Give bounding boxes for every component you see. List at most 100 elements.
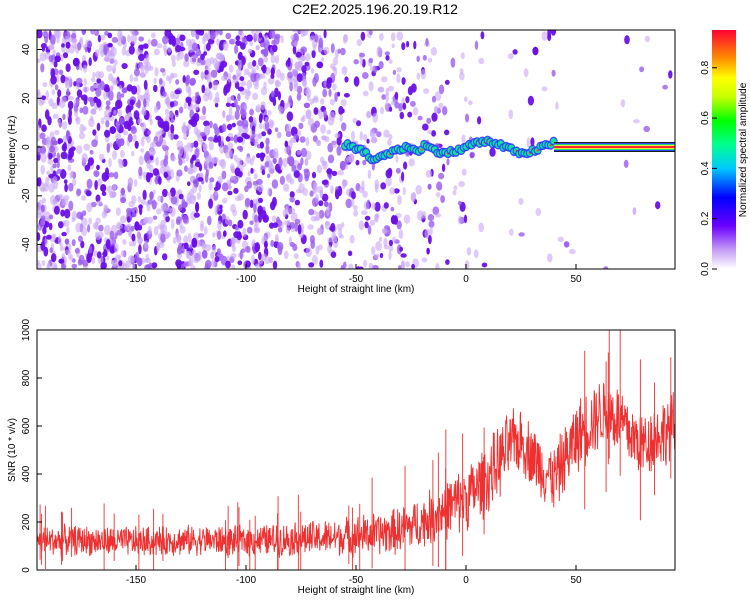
spectrogram-noise-blob	[75, 222, 82, 233]
spectrogram-noise-blob	[104, 87, 111, 93]
spectrogram-noise-blob	[216, 52, 223, 60]
spectrogram-noise-blob	[37, 124, 41, 132]
spectrogram-noise-blob	[270, 239, 275, 248]
spectrogram-noise-blob	[441, 163, 446, 172]
spectrogram-noise-blob	[302, 114, 306, 122]
spectrogram-noise-blob	[105, 119, 110, 128]
spectrogram-noise-blob	[225, 148, 232, 159]
spectrogram-noise-blob	[52, 163, 57, 169]
spectrogram-noise-blob	[398, 229, 404, 240]
spectrogram-noise-blob	[330, 251, 337, 258]
spectrogram-noise-blob	[169, 72, 175, 80]
spectrogram-noise-blob	[272, 260, 278, 269]
spectrogram-noise-blob	[100, 262, 107, 269]
spectrogram-noise-blob	[46, 234, 52, 240]
spectrogram-noise-blob	[283, 220, 291, 226]
spectrogram-noise-blob	[193, 257, 200, 264]
spectrogram-noise-blob	[122, 239, 127, 245]
spectrogram-noise-blob	[435, 213, 442, 218]
spectrogram-noise-blob	[383, 129, 390, 138]
spectrogram-noise-blob	[238, 60, 242, 71]
spectrogram-noise-blob	[103, 55, 109, 62]
spectrogram-noise-blob	[212, 80, 219, 86]
spectrogram-noise-blob	[290, 34, 295, 41]
spectrogram-noise-blob	[71, 178, 77, 187]
spectrogram-noise-blob	[240, 42, 246, 50]
spectrogram-noise-blob	[242, 227, 247, 238]
colorbar-tick-label: 0.2	[700, 211, 711, 225]
spectrogram-noise-blob	[87, 157, 94, 166]
snr-panel: -150 -100 -50 0 50 0 200 400 600 800 1000 Height …	[7, 318, 676, 596]
spectrogram-noise-blob	[342, 34, 348, 44]
spectrogram-noise-blob	[272, 157, 277, 164]
spectrogram-noise-blob	[258, 251, 262, 261]
spectrogram-noise-blob	[204, 173, 209, 183]
spectrogram-noise-blob	[104, 109, 111, 118]
spectrogram-noise-blob	[182, 214, 189, 224]
spectrogram-noise-blob	[150, 38, 158, 47]
spectrogram-noise-blob	[227, 182, 232, 191]
spectrogram-noise-blob	[271, 196, 277, 207]
spectrogram-noise-blob	[327, 154, 335, 164]
spectrogram-noise-blob	[254, 242, 261, 253]
spectrogram-noise-blob	[348, 263, 354, 269]
spectrogram-noise-blob	[444, 129, 450, 136]
spectrogram-noise-blob	[343, 261, 347, 269]
spectrogram-noise-blob	[214, 134, 218, 142]
spectrogram-noise-blob	[624, 35, 630, 45]
spectrogram-noise-blob	[301, 65, 307, 73]
spectrogram-noise-blob	[40, 215, 46, 222]
spectrogram-noise-blob	[234, 98, 238, 108]
spectrogram-noise-blob	[655, 201, 661, 210]
spectrogram-noise-blob	[340, 47, 346, 56]
spectrogram-noise-blob	[326, 129, 332, 135]
spectrogram-noise-blob	[406, 40, 410, 48]
spectrogram-noise-blob	[124, 224, 130, 232]
spectrogram-noise-blob	[321, 193, 329, 202]
spectrogram-noise-blob	[431, 112, 438, 122]
spectrogram-noise-blob	[62, 195, 70, 201]
spectrogram-x-tick-label: 50	[570, 274, 582, 285]
spectrogram-noise-blob	[48, 152, 53, 160]
spectrogram-noise-blob	[252, 116, 257, 124]
spectrogram-noise-blob	[167, 46, 172, 53]
spectrogram-noise-blob	[66, 88, 70, 98]
spectrogram-noise-blob	[214, 256, 220, 263]
spectrogram-noise-blob	[469, 151, 476, 159]
spectrogram-noise-blob	[194, 161, 201, 168]
spectrogram-noise-blob	[247, 170, 251, 177]
spectrogram-noise-blob	[98, 224, 104, 232]
spectrogram-noise-blob	[340, 99, 347, 107]
spectrogram-noise-blob	[258, 213, 262, 223]
spectrogram-noise-blob	[220, 140, 224, 146]
spectrogram-noise-blob	[563, 241, 570, 248]
spectrogram-noise-blob	[37, 177, 42, 187]
spectrogram-noise-blob	[374, 183, 379, 193]
spectrogram-noise-blob	[146, 264, 152, 269]
spectrogram-noise-blob	[187, 232, 192, 243]
spectrogram-noise-blob	[43, 30, 48, 37]
spectrogram-noise-blob	[237, 125, 244, 133]
spectrogram-noise-blob	[153, 77, 157, 84]
spectrogram-noise-blob	[395, 154, 399, 163]
spectrogram-noise-blob	[39, 52, 47, 62]
spectrogram-y-tick-label: -40	[21, 237, 32, 252]
spectrogram-noise-blob	[339, 114, 343, 123]
spectrogram-noise-blob	[132, 134, 137, 143]
spectrogram-noise-blob	[410, 192, 417, 202]
spectrogram-noise-blob	[208, 161, 214, 169]
spectrogram-noise-blob	[322, 160, 328, 170]
spectrogram-noise-blob	[130, 125, 136, 132]
spectrogram-noise-blob	[115, 207, 121, 216]
spectrogram-noise-blob	[60, 74, 66, 84]
snr-x-tick-label: 0	[463, 575, 469, 586]
spectrogram-noise-blob	[134, 68, 140, 77]
snr-y-tick-label: 0	[21, 567, 32, 573]
spectrogram-noise-blob	[83, 64, 88, 73]
spectrogram-noise-blob	[267, 110, 272, 116]
spectrogram-noise-blob	[237, 193, 245, 201]
spectrogram-noise-blob	[158, 242, 165, 249]
spectrogram-noise-blob	[157, 130, 163, 136]
spectrogram-noise-blob	[181, 201, 188, 208]
spectrogram-noise-blob	[116, 223, 123, 230]
